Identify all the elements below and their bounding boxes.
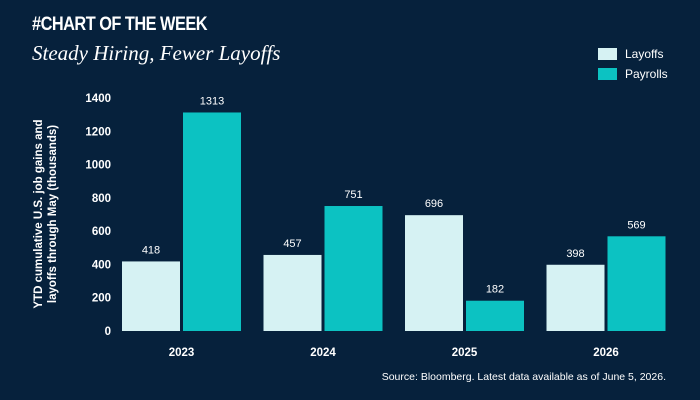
y-tick-label: 0 xyxy=(105,326,111,338)
legend-item-layoffs: Layoffs xyxy=(598,44,668,64)
y-tick-label: 1200 xyxy=(85,126,111,138)
y-tick-label: 1000 xyxy=(85,160,111,172)
bar-layoffs-2025 xyxy=(405,215,463,331)
x-tick-label: 2025 xyxy=(452,347,478,359)
data-label: 696 xyxy=(425,198,443,210)
x-tick-label: 2023 xyxy=(169,347,195,359)
bar-layoffs-2023 xyxy=(122,261,180,331)
data-label: 182 xyxy=(486,284,504,296)
legend: Layoffs Payrolls xyxy=(598,44,668,84)
data-label: 398 xyxy=(566,248,584,260)
chart-of-the-week-tag: #CHART OF THE WEEK xyxy=(32,14,208,35)
legend-label-payrolls: Payrolls xyxy=(625,67,668,81)
data-label: 457 xyxy=(283,238,301,250)
bar-payrolls-2026 xyxy=(607,236,666,331)
y-tick-label: 400 xyxy=(92,259,111,271)
x-tick-label: 2026 xyxy=(593,347,619,359)
y-tick-label: 1400 xyxy=(85,93,111,105)
y-tick-label: 600 xyxy=(92,226,111,238)
source-note: Source: Bloomberg. Latest data available… xyxy=(381,371,666,383)
legend-swatch-payrolls xyxy=(598,68,617,80)
y-tick-label: 200 xyxy=(92,293,111,305)
data-label: 569 xyxy=(627,219,645,231)
chart-title: Steady Hiring, Fewer Layoffs xyxy=(32,41,281,65)
bar-layoffs-2024 xyxy=(263,254,322,331)
bar-layoffs-2026 xyxy=(546,264,605,331)
bar-payrolls-2024 xyxy=(324,206,383,331)
data-label: 751 xyxy=(344,189,362,201)
legend-item-payrolls: Payrolls xyxy=(598,64,668,84)
legend-label-layoffs: Layoffs xyxy=(625,47,664,61)
legend-swatch-layoffs xyxy=(598,48,617,60)
y-tick-label: 800 xyxy=(92,193,111,205)
bar-payrolls-2023 xyxy=(183,112,241,332)
data-label: 418 xyxy=(142,244,160,256)
x-tick-label: 2024 xyxy=(310,347,336,359)
data-label: 1313 xyxy=(200,95,224,107)
bar-payrolls-2025 xyxy=(466,300,524,331)
